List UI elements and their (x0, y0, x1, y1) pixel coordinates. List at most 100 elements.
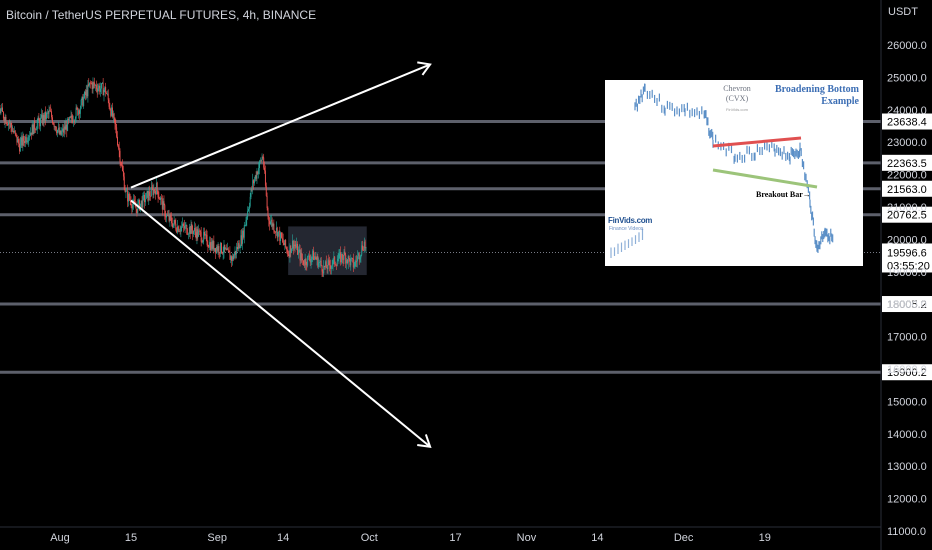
level-label-bg (882, 154, 932, 171)
candle-body (5, 116, 7, 124)
candle-body (72, 119, 74, 123)
candle-body (164, 205, 166, 217)
candle-body (221, 252, 223, 254)
candle-body (221, 242, 222, 253)
candle-body (272, 223, 274, 227)
finvids-logo-sub: Finance Videos (609, 226, 644, 232)
candle-body (214, 248, 216, 251)
candle-body (127, 190, 129, 202)
candle-body (73, 120, 75, 123)
candle-body (49, 110, 51, 112)
candle-body (193, 230, 195, 235)
candle-body (298, 249, 300, 251)
currency-label: USDT (888, 6, 918, 18)
candle-body (7, 123, 9, 126)
candle-body (225, 248, 227, 250)
candle-body (294, 244, 296, 247)
candle-body (28, 136, 30, 141)
candle-body (363, 241, 365, 251)
candle-body (62, 128, 64, 132)
candle-body (90, 82, 91, 84)
candle-body (30, 132, 32, 135)
candle-body (248, 205, 250, 209)
candle-body (150, 195, 151, 197)
time-axis[interactable]: Aug 15 Sep 14 Oct 17 Nov 14 Dec 19 (0, 526, 881, 544)
trend-arrows[interactable] (130, 61, 432, 448)
candle-body (242, 230, 244, 244)
candle-body (162, 201, 164, 210)
candle-body (133, 199, 135, 203)
candle-body (318, 262, 320, 267)
candle-body (31, 124, 33, 135)
candle-body (10, 122, 12, 128)
candle-body (246, 217, 248, 221)
candle-body (323, 265, 325, 274)
candle-body (253, 179, 255, 184)
candle-body (44, 111, 46, 122)
candle-body (171, 223, 173, 227)
candle-body (285, 239, 287, 248)
candle-body (212, 241, 214, 249)
candle-body (258, 168, 260, 174)
candle-body (63, 126, 65, 133)
candle-body (30, 132, 31, 136)
level-label: 18005.2 (887, 299, 927, 311)
candle-body (263, 157, 265, 168)
candle-body (315, 257, 317, 260)
candle-body (126, 190, 128, 192)
candle-body (107, 93, 109, 100)
candle-body (296, 243, 298, 248)
x-tick-label: Oct (361, 532, 378, 544)
candle-body (16, 134, 18, 143)
candle-body (150, 187, 152, 197)
candle-body (156, 182, 158, 191)
candle-body (89, 82, 91, 86)
candle-body (316, 256, 318, 260)
candle-body (231, 256, 233, 261)
candle-body (2, 107, 4, 112)
candle-body (157, 190, 159, 198)
upper-trend-arrow-head (417, 61, 432, 76)
candle-body (81, 96, 83, 100)
candle-body (185, 225, 187, 226)
candle-body (166, 215, 168, 216)
candle-body (232, 256, 234, 260)
candle-body (159, 198, 161, 200)
candle-body (87, 84, 89, 97)
y-tick-label: 13000.0 (887, 461, 927, 473)
current-price-label-bg (882, 243, 932, 273)
candle-body (35, 129, 37, 131)
candle-body (204, 231, 206, 236)
candle-body (339, 252, 341, 254)
candle-body (145, 192, 147, 200)
y-tick-label: 20000.0 (887, 234, 927, 246)
candle-body (351, 258, 353, 259)
level-label-bg (882, 364, 932, 381)
candle-body (73, 120, 75, 122)
candle-body (226, 248, 228, 250)
candle-body (40, 117, 42, 127)
candle-body (362, 249, 364, 251)
candle-body (241, 235, 243, 244)
candle-body (148, 191, 150, 201)
candle-body (335, 265, 337, 266)
candle-body (69, 117, 71, 118)
candle-body (163, 201, 165, 206)
candle-body (264, 167, 266, 171)
candle-body (206, 234, 208, 245)
candle-body (188, 233, 189, 235)
candle-body (337, 258, 339, 262)
candle-body (55, 126, 57, 131)
candle-body (297, 243, 298, 255)
price-axis[interactable]: 26000.0 25000.0 24000.0 23000.0 22000.0 21000… (880, 0, 927, 550)
candle-body (324, 265, 326, 268)
candle-body (183, 226, 185, 229)
candle-body (177, 226, 179, 232)
candle-body (238, 243, 240, 249)
candle-body (364, 241, 366, 249)
candle-body (293, 244, 295, 249)
candle-body (108, 99, 110, 107)
candle-body (353, 266, 355, 268)
candle-body (135, 207, 137, 210)
